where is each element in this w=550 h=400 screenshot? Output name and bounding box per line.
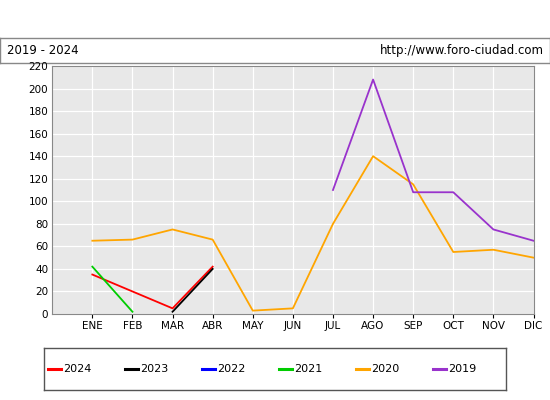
Text: 2023: 2023 bbox=[140, 364, 168, 374]
Text: 2019 - 2024: 2019 - 2024 bbox=[7, 44, 78, 57]
Text: 2019: 2019 bbox=[448, 364, 476, 374]
Text: 2024: 2024 bbox=[63, 364, 92, 374]
Text: 2020: 2020 bbox=[371, 364, 399, 374]
Text: http://www.foro-ciudad.com: http://www.foro-ciudad.com bbox=[379, 44, 543, 57]
Text: 2021: 2021 bbox=[294, 364, 322, 374]
Text: 2022: 2022 bbox=[217, 364, 246, 374]
Text: Evolucion Nº Turistas Extranjeros en el municipio de Vitigudino: Evolucion Nº Turistas Extranjeros en el … bbox=[65, 12, 485, 26]
